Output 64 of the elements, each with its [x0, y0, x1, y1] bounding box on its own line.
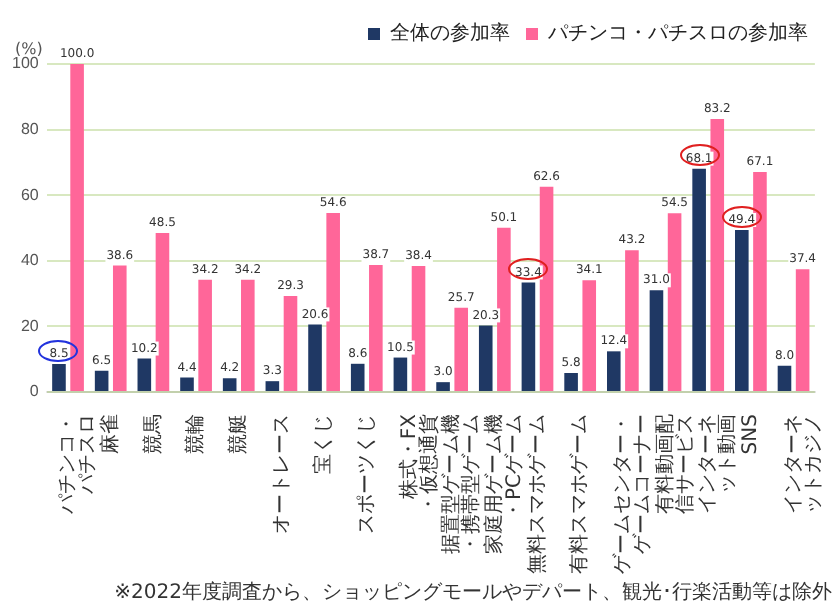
y-tick-label: 100	[11, 54, 40, 73]
bar	[667, 213, 682, 391]
bar	[478, 325, 493, 391]
bar	[710, 119, 725, 391]
x-tick-label: 有料動画配信サービス	[652, 414, 697, 514]
y-tick-label: 20	[20, 316, 40, 335]
x-tick-label: インターネットカジノ	[782, 414, 825, 514]
x-tick-label: 据置型ゲーム機・携帯型ゲーム	[439, 414, 484, 554]
bar	[70, 64, 84, 391]
bar	[625, 250, 639, 391]
x-tick-label: 家庭用ゲーム機・PCゲーム	[482, 414, 526, 554]
bar	[369, 265, 383, 391]
bar	[52, 364, 66, 391]
bar	[137, 358, 152, 391]
bar	[411, 266, 426, 391]
x-tick-label: パチンコ・パチスロ	[57, 414, 100, 516]
y-tick-label: 0	[29, 382, 40, 401]
bar	[112, 265, 127, 391]
bar	[222, 378, 237, 391]
bar	[777, 365, 792, 391]
bar	[308, 324, 322, 391]
bar	[241, 279, 255, 391]
y-tick-label: 80	[20, 120, 40, 139]
bar	[454, 307, 469, 391]
x-tick-label: 宝くじ	[311, 414, 336, 474]
x-tick-label: 株式・FX・仮想通貨	[396, 413, 441, 514]
y-tick-label: 40	[20, 251, 40, 270]
bar	[539, 186, 554, 391]
x-tick-label: SNS	[740, 414, 763, 455]
bar	[393, 357, 408, 391]
legend-label: 全体の参加率	[390, 21, 510, 46]
bar	[735, 229, 749, 391]
bar	[753, 171, 767, 391]
x-tick-label: スポーツくじ	[355, 414, 378, 534]
bar	[283, 295, 298, 391]
y-axis-title: (%)	[15, 40, 43, 59]
bar	[198, 279, 212, 391]
bar	[94, 370, 109, 391]
bar	[326, 212, 340, 391]
x-tick-label: 競艇	[225, 414, 250, 454]
bar	[497, 227, 511, 391]
bar	[521, 282, 536, 391]
bar	[436, 382, 450, 391]
text: ※2022年度調査から、ショッピングモールやデパート、観光･行楽活動等は除外	[114, 579, 832, 606]
x-tick-label: 競馬	[140, 414, 165, 454]
x-tick-label: 麻雀	[97, 414, 122, 454]
bar	[795, 269, 810, 391]
x-tick-label: オートレース	[270, 414, 293, 534]
bar	[582, 280, 597, 391]
bar	[564, 372, 578, 391]
bar	[155, 232, 170, 391]
x-tick-label: インターネット動画	[697, 414, 740, 514]
bar	[692, 168, 706, 391]
x-tick-label: 有料スマホゲーム	[567, 414, 592, 574]
bar	[606, 351, 621, 391]
bar	[350, 363, 365, 391]
y-tick-label: 60	[20, 185, 40, 204]
bar	[180, 377, 194, 391]
legend-label: パチンコ・パチスロの参加率	[546, 21, 808, 46]
x-tick-label: 競輪	[183, 414, 208, 454]
x-tick-label: 無料スマホゲーム	[524, 414, 549, 574]
bar	[265, 381, 280, 391]
bar	[649, 290, 664, 391]
x-tick-label: ゲームセンター・ゲームコーナー	[612, 414, 655, 574]
